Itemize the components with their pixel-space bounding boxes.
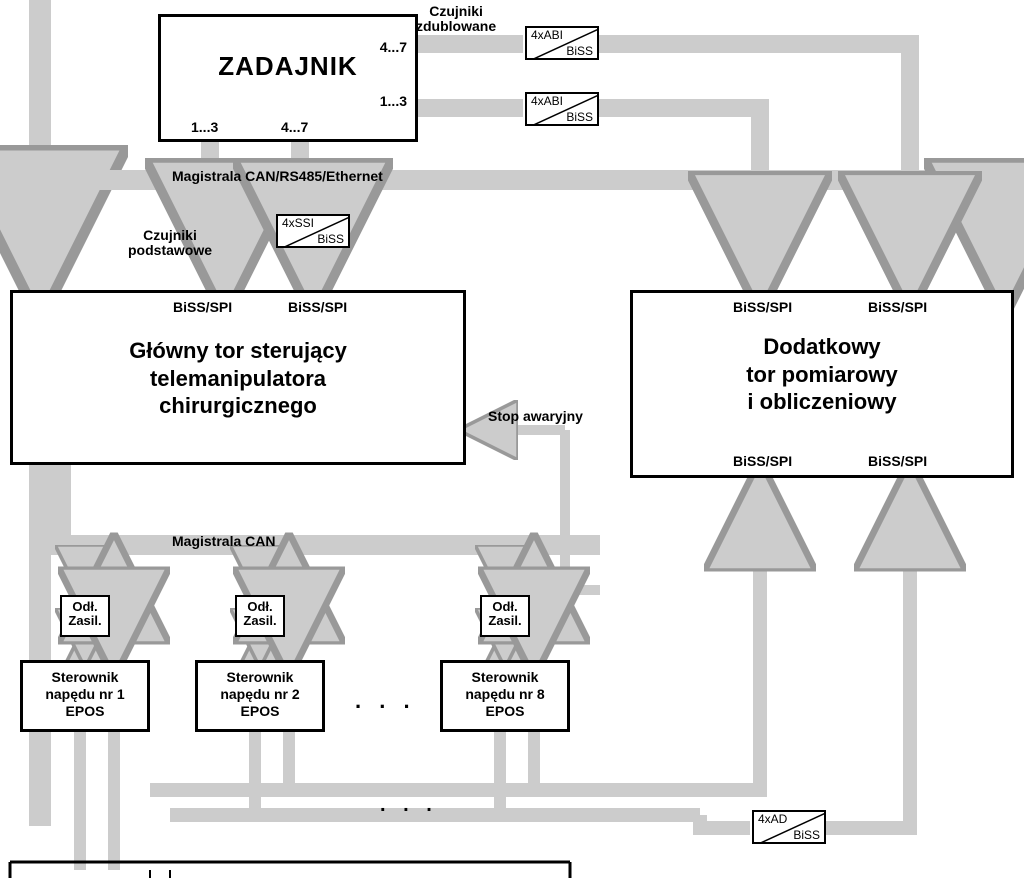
block-main-control: BiSS/SPI BiSS/SPI Główny tor sterujący t… <box>10 290 466 465</box>
label-bus-top: Magistrala CAN/RS485/Ethernet <box>172 168 383 184</box>
aux-port-bot-1: BiSS/SPI <box>733 453 792 469</box>
main-title: Główny tor sterujący telemanipulatora ch… <box>13 337 463 420</box>
label-czujniki-zdublowane: Czujniki zdublowane <box>416 4 496 35</box>
converter-abi-2: 4xABI BiSS <box>525 92 599 126</box>
zadajnik-port-tr: 4...7 <box>380 39 407 55</box>
block-aux-measure: BiSS/SPI BiSS/SPI Dodatkowy tor pomiarow… <box>630 290 1014 478</box>
label-stop-awaryjny: Stop awaryjny <box>488 408 583 424</box>
main-port-top-2: BiSS/SPI <box>288 299 347 315</box>
bottom-ellipsis: . . . <box>380 794 438 817</box>
odl-zasil-3: Odł.Zasil. <box>480 595 530 637</box>
label-czujniki-podstawowe: Czujniki podstawowe <box>128 228 212 259</box>
converter-ssi: 4xSSI BiSS <box>276 214 350 248</box>
zadajnik-port-bl1: 1...3 <box>191 119 218 135</box>
aux-port-top-2: BiSS/SPI <box>868 299 927 315</box>
zadajnik-title: ZADAJNIK <box>161 51 415 82</box>
epos-1: Sterownik napędu nr 1 EPOS <box>20 660 150 732</box>
label-bus-mid: Magistrala CAN <box>172 533 275 549</box>
odl-zasil-1: Odł.Zasil. <box>60 595 110 637</box>
diagram-canvas: ZADAJNIK 4...7 1...3 1...3 4...7 Czujnik… <box>0 0 1024 878</box>
zadajnik-port-bl2: 4...7 <box>281 119 308 135</box>
epos-ellipsis: . . . <box>355 688 416 714</box>
main-port-top-1: BiSS/SPI <box>173 299 232 315</box>
epos-2: Sterownik napędu nr 2 EPOS <box>195 660 325 732</box>
block-zadajnik: ZADAJNIK 4...7 1...3 1...3 4...7 <box>158 14 418 142</box>
converter-ad: 4xAD BiSS <box>752 810 826 844</box>
aux-port-top-1: BiSS/SPI <box>733 299 792 315</box>
aux-title: Dodatkowy tor pomiarowy i obliczeniowy <box>633 333 1011 416</box>
aux-port-bot-2: BiSS/SPI <box>868 453 927 469</box>
epos-3: Sterownik napędu nr 8 EPOS <box>440 660 570 732</box>
odl-zasil-2: Odł.Zasil. <box>235 595 285 637</box>
zadajnik-port-br: 1...3 <box>380 93 407 109</box>
converter-abi-1: 4xABI BiSS <box>525 26 599 60</box>
